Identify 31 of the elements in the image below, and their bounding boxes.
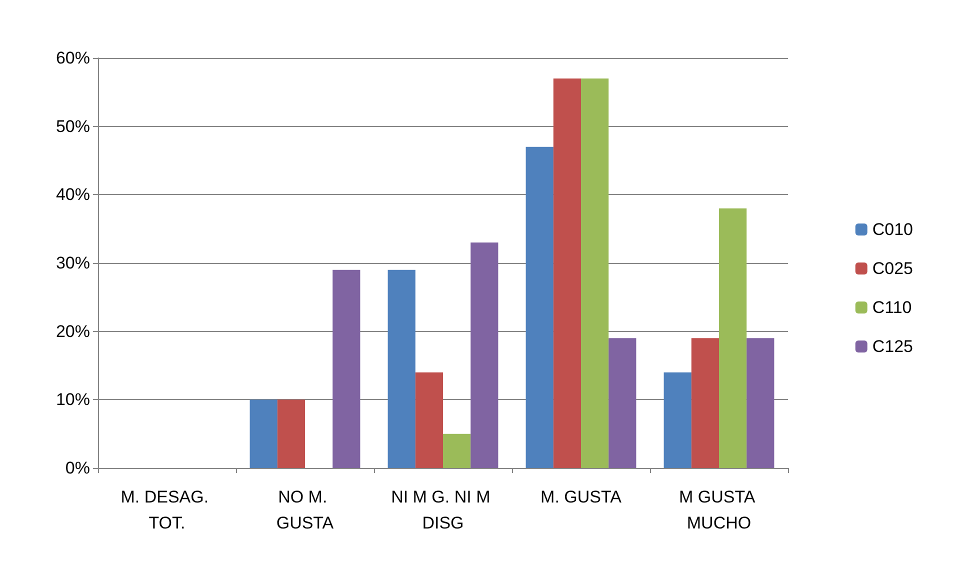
- y-tick-label: 30%: [56, 254, 90, 272]
- y-tick-label: 40%: [56, 185, 90, 204]
- x-tick-label: NI M G. NI M DISG: [391, 488, 495, 532]
- bar: [581, 78, 609, 468]
- legend-label: C010: [872, 220, 913, 239]
- bar: [746, 338, 774, 468]
- bar: [388, 270, 416, 468]
- y-tick-label: 10%: [56, 390, 90, 410]
- bar: [277, 400, 305, 468]
- y-tick-label: 60%: [56, 48, 90, 68]
- x-tick-label: M. GUSTA: [540, 488, 622, 506]
- bar: [443, 434, 471, 468]
- bar: [415, 372, 443, 468]
- y-tick-label: 0%: [65, 458, 90, 478]
- bar: [608, 338, 636, 468]
- y-tick-label: 20%: [56, 322, 90, 341]
- bar: [526, 146, 554, 468]
- x-tick-label: NO M. GUSTA: [276, 488, 334, 532]
- bar: [332, 270, 360, 468]
- bar: [470, 242, 498, 468]
- bar: [250, 400, 278, 468]
- x-tick-label: M. DESAG. TOT.: [120, 488, 214, 532]
- legend-label: C025: [872, 259, 913, 278]
- bar: [719, 208, 747, 468]
- legend-label: C125: [872, 337, 913, 356]
- y-tick-label: 50%: [56, 116, 90, 136]
- bar: [691, 338, 719, 468]
- legend-label: C110: [872, 298, 912, 317]
- x-tick-label: M GUSTA MUCHO: [679, 488, 759, 532]
- bar: [553, 78, 581, 468]
- bar: [664, 372, 692, 468]
